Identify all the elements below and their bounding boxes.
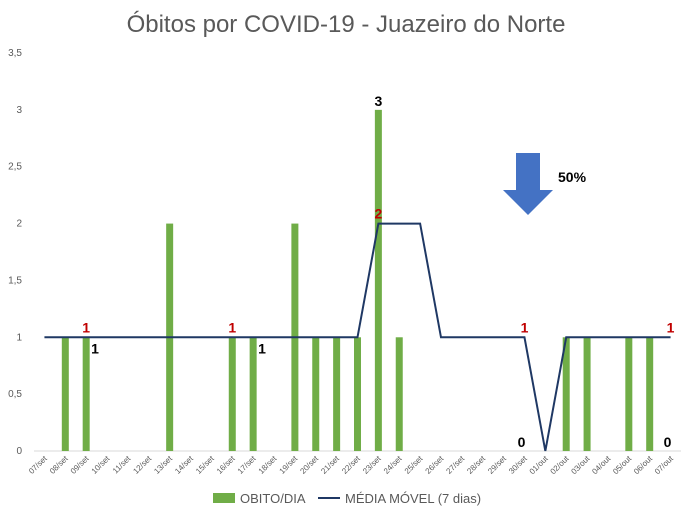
moving-average-line bbox=[44, 222, 671, 452]
x-tick-label: 05/out bbox=[611, 454, 634, 477]
x-tick-label: 08/set bbox=[48, 454, 70, 476]
x-tick-label: 03/out bbox=[569, 454, 592, 477]
legend-bar-swatch bbox=[213, 493, 235, 503]
y-tick-label: 3,5 bbox=[8, 48, 22, 59]
y-axis: 0 0,5 1 1,5 2 2,5 3 3,5 bbox=[8, 48, 22, 457]
annotation: 50% bbox=[503, 153, 587, 215]
y-tick-label: 0 bbox=[16, 446, 22, 457]
y-tick-label: 2,5 bbox=[8, 162, 22, 173]
x-tick-label: 01/out bbox=[528, 454, 551, 477]
x-tick-label: 26/set bbox=[424, 454, 446, 476]
x-tick-label: 06/out bbox=[632, 454, 655, 477]
x-tick-label: 20/set bbox=[298, 454, 320, 476]
x-tick-label: 23/set bbox=[361, 454, 383, 476]
bar bbox=[228, 337, 236, 451]
legend-bar-label: OBITO/DIA bbox=[240, 491, 306, 506]
x-tick-label: 29/set bbox=[486, 454, 508, 476]
down-arrow-icon bbox=[503, 153, 553, 215]
x-tick-label: 10/set bbox=[90, 454, 112, 476]
x-tick-label: 18/set bbox=[257, 454, 279, 476]
y-tick-label: 0,5 bbox=[8, 389, 22, 400]
x-tick-label: 30/set bbox=[507, 454, 529, 476]
x-tick-label: 14/set bbox=[173, 454, 195, 476]
bar bbox=[583, 337, 591, 451]
x-tick-label: 19/set bbox=[278, 454, 300, 476]
chart-title: Óbitos por COVID-19 - Juazeiro do Norte bbox=[127, 11, 566, 38]
x-tick-label: 28/set bbox=[465, 454, 487, 476]
data-label: 1 bbox=[91, 340, 99, 356]
annotation-text: 50% bbox=[558, 169, 587, 185]
x-tick-label: 13/set bbox=[152, 454, 174, 476]
data-label: 0 bbox=[518, 434, 526, 450]
y-tick-label: 1,5 bbox=[8, 275, 22, 286]
data-label: 1 bbox=[521, 319, 529, 335]
data-label: 1 bbox=[228, 319, 236, 335]
bar bbox=[61, 337, 69, 451]
x-tick-label: 27/set bbox=[444, 454, 466, 476]
data-label: 1 bbox=[258, 340, 266, 356]
x-tick-label: 04/out bbox=[590, 454, 613, 477]
x-tick-label: 02/out bbox=[549, 454, 572, 477]
data-label: 2 bbox=[374, 206, 382, 222]
x-tick-label: 09/set bbox=[69, 454, 91, 476]
x-tick-label: 25/set bbox=[403, 454, 425, 476]
x-tick-label: 12/set bbox=[131, 454, 153, 476]
bar bbox=[249, 337, 257, 451]
legend-line-label: MÉDIA MÓVEL (7 dias) bbox=[345, 491, 481, 506]
x-axis: 07/set 08/set 09/set 10/set 11/set 12/set 13/s… bbox=[27, 454, 675, 477]
bar bbox=[625, 337, 633, 451]
bar bbox=[333, 337, 341, 451]
data-label: 1 bbox=[82, 319, 90, 335]
x-tick-label: 15/set bbox=[194, 454, 216, 476]
bar-series bbox=[61, 109, 654, 451]
bar bbox=[82, 337, 90, 451]
x-tick-label: 22/set bbox=[340, 454, 362, 476]
data-label: 0 bbox=[664, 434, 672, 450]
bar bbox=[374, 109, 382, 451]
x-tick-label: 16/set bbox=[215, 454, 237, 476]
x-tick-label: 07/out bbox=[653, 454, 676, 477]
bar bbox=[312, 337, 320, 451]
y-tick-label: 2 bbox=[16, 219, 22, 230]
x-tick-label: 11/set bbox=[111, 454, 133, 476]
x-tick-label: 07/set bbox=[27, 454, 49, 476]
data-label: 1 bbox=[667, 319, 675, 335]
x-tick-label: 17/set bbox=[236, 454, 258, 476]
y-tick-label: 1 bbox=[16, 332, 22, 343]
y-tick-label: 3 bbox=[16, 105, 22, 116]
bar bbox=[354, 337, 361, 451]
bar bbox=[395, 337, 403, 451]
legend: OBITO/DIA MÉDIA MÓVEL (7 dias) bbox=[213, 491, 481, 506]
x-tick-label: 21/set bbox=[319, 454, 341, 476]
bar bbox=[646, 337, 654, 451]
data-label: 3 bbox=[374, 93, 382, 109]
bar bbox=[562, 337, 570, 451]
x-tick-label: 24/set bbox=[382, 454, 404, 476]
